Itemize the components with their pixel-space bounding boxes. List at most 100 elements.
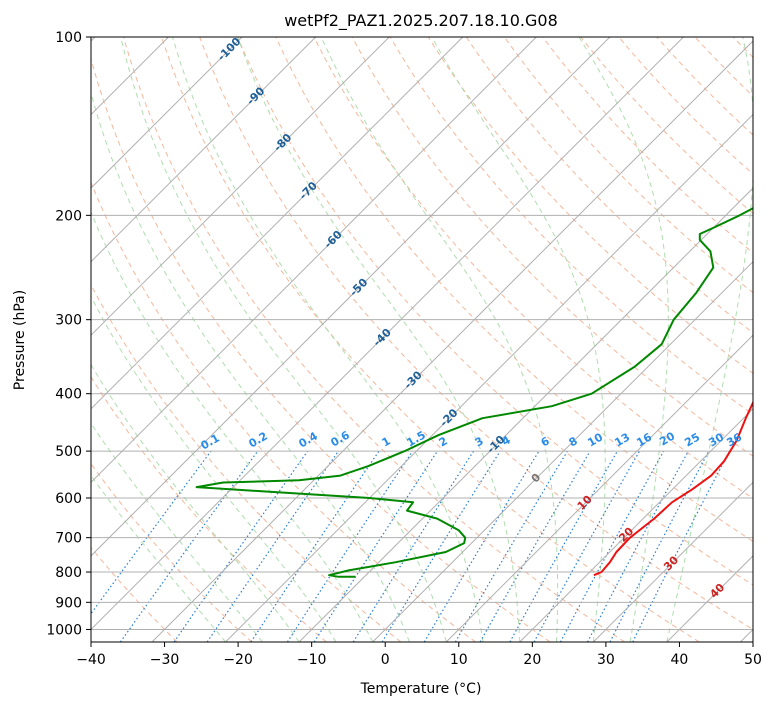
moist-adiabat <box>666 37 753 642</box>
x-tick-label: −20 <box>223 652 253 668</box>
x-tick-label: −30 <box>150 652 180 668</box>
mixing-ratio-line <box>454 450 568 642</box>
y-axis-label: Pressure (hPa) <box>12 290 28 390</box>
y-tick-label: 900 <box>55 595 82 611</box>
isotherm <box>298 187 753 642</box>
mixing-ratio-label: 1 <box>380 434 393 449</box>
plot-frame <box>90 36 754 643</box>
dry-adiabat <box>656 37 753 136</box>
mixing-ratio-label: 13 <box>612 431 632 450</box>
isotherm <box>91 37 243 189</box>
y-tick-label: 800 <box>55 565 82 581</box>
dry-adiabat <box>275 37 753 542</box>
dry-adiabat <box>580 37 753 215</box>
y-tick-label: 200 <box>55 208 82 224</box>
mixing-ratio-label: 2 <box>437 434 450 449</box>
isotherm-label: 10 <box>575 492 595 512</box>
moist-adiabat <box>578 37 669 642</box>
mixing-ratio-label: 0.1 <box>199 431 222 452</box>
dry-adiabat <box>541 37 753 254</box>
dry-adiabat <box>758 24 775 642</box>
mixing-ratio-label: 36 <box>724 430 744 449</box>
mixing-ratio-line <box>313 450 438 642</box>
moist-adiabat <box>120 37 447 642</box>
mixing-ratio-label: 25 <box>682 431 702 450</box>
mixing-ratio-line <box>381 450 501 642</box>
isotherm-label: -80 <box>271 131 294 154</box>
dry-adiabat <box>313 37 753 500</box>
mixing-ratio-line <box>509 450 618 642</box>
dry-adiabat <box>91 57 551 642</box>
moist-adiabat <box>91 210 374 642</box>
mixing-ratio-line <box>206 450 339 642</box>
isotherm <box>445 334 753 642</box>
dry-adiabat <box>122 37 625 642</box>
grid-lines <box>91 37 753 642</box>
mixing-ratio-line <box>423 450 540 642</box>
line-labels: 0.1 0.2 0.4 0.6 1 1.5 2 3 4 6 8 10 13 16 20 25 3036-100-… <box>199 37 745 601</box>
y-tick-label: 400 <box>55 387 82 403</box>
isotherm <box>592 481 753 642</box>
isotherm <box>225 113 753 642</box>
mixing-ratio-line <box>91 450 212 615</box>
dry-adiabat <box>465 37 753 334</box>
mixing-ratio-line <box>119 450 259 642</box>
x-tick-label: 20 <box>523 652 541 668</box>
x-tick-label: 30 <box>597 652 615 668</box>
dry-adiabat <box>389 37 753 416</box>
moist-adiabat <box>91 91 410 642</box>
moist-adiabat <box>91 422 263 642</box>
isotherm <box>91 37 538 484</box>
dry-adiabat <box>351 37 753 457</box>
dry-adiabat <box>618 37 753 175</box>
y-tick-label: 600 <box>55 491 82 507</box>
x-tick-label: −10 <box>297 652 327 668</box>
chart-title: wetPf2_PAZ1.2025.207.18.10.G08 <box>284 11 558 31</box>
isotherm <box>91 37 317 263</box>
x-tick-label: −40 <box>76 652 106 668</box>
mixing-ratio-label: 1.5 <box>405 428 428 449</box>
y-tick-label: 700 <box>55 531 82 547</box>
isotherm-label: -20 <box>437 406 460 429</box>
dry-adiabat <box>694 37 753 97</box>
x-axis-label: Temperature (°C) <box>360 681 482 697</box>
mixing-ratio-label: 16 <box>634 430 654 449</box>
y-tick-label: 500 <box>55 444 82 460</box>
moist-adiabat <box>172 37 484 642</box>
y-tick-label: 100 <box>55 30 82 46</box>
isotherm <box>91 37 464 410</box>
mixing-ratio-line <box>479 450 591 642</box>
axes: −40 −30 −20 −10 0 10 20 30 40 5010020030040050060… <box>46 30 762 668</box>
mixing-ratio-line <box>352 450 475 642</box>
mixing-ratio-label: 0.4 <box>297 429 321 450</box>
dry-adiabat <box>732 37 753 58</box>
isotherm <box>91 37 390 336</box>
x-tick-label: 50 <box>744 652 762 668</box>
mixing-ratio-label: 10 <box>585 430 605 449</box>
dry-adiabat <box>91 463 253 642</box>
x-tick-label: 0 <box>381 652 390 668</box>
dewpoint-profile <box>195 207 753 578</box>
mixing-ratio-line <box>559 450 665 642</box>
moist-adiabat <box>320 37 559 642</box>
moist-adiabat <box>91 295 337 642</box>
mixing-ratio-line <box>173 450 309 642</box>
background-lines <box>91 24 775 642</box>
mixing-ratio-label: 6 <box>539 434 552 449</box>
isotherm <box>372 260 753 642</box>
mixing-ratio-label: 0.6 <box>329 428 353 449</box>
dry-adiabat <box>91 181 476 642</box>
dry-adiabat <box>503 37 753 294</box>
dry-adiabat <box>91 283 402 642</box>
mixing-ratio-label: 0.2 <box>247 429 270 450</box>
moist-adiabat <box>91 474 226 642</box>
temperature-profile <box>593 400 753 577</box>
moist-adiabat <box>237 37 521 642</box>
dry-adiabat <box>427 37 753 375</box>
isotherm <box>91 37 611 557</box>
isotherm <box>91 37 685 631</box>
dry-adiabat <box>237 37 753 586</box>
x-tick-label: 40 <box>671 652 689 668</box>
profile-series <box>195 207 753 578</box>
